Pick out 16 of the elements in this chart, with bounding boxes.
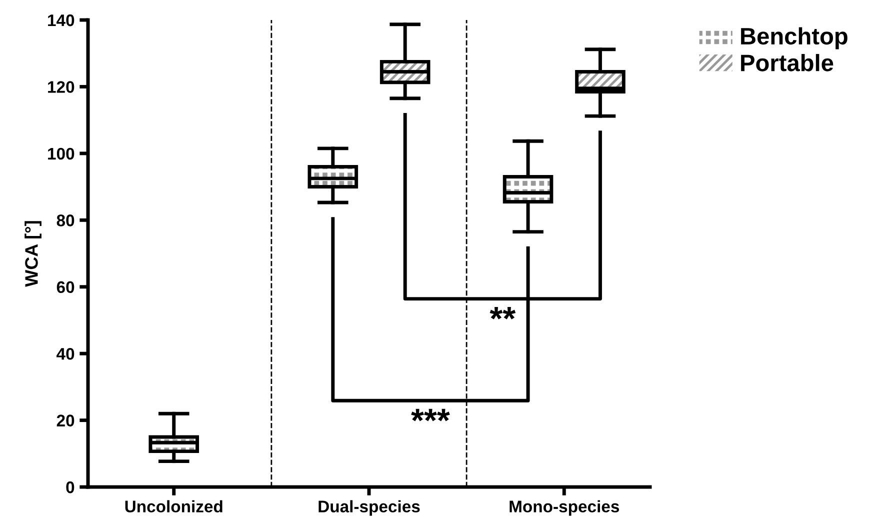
legend-label: Portable — [741, 54, 834, 72]
x-tick-label: Mono-species — [510, 500, 620, 516]
y-tick-label: 80 — [56, 214, 74, 226]
y-tick-label: 20 — [56, 414, 74, 426]
annotation: ** — [490, 307, 516, 320]
legend-label: Benchtop — [741, 27, 848, 50]
y-tick-label: 120 — [48, 81, 74, 93]
x-tick-label: Dual-species — [318, 500, 420, 516]
y-axis-title: WCA [°] — [24, 221, 42, 287]
y-tick-label: 100 — [48, 148, 74, 160]
x-tick-label: Uncolonized — [125, 500, 222, 512]
y-tick-label: 140 — [48, 14, 74, 26]
y-tick-label: 40 — [56, 348, 74, 360]
y-tick-label: 0 — [66, 481, 74, 494]
annotation: *** — [411, 408, 450, 422]
y-tick-label: 60 — [56, 281, 74, 294]
